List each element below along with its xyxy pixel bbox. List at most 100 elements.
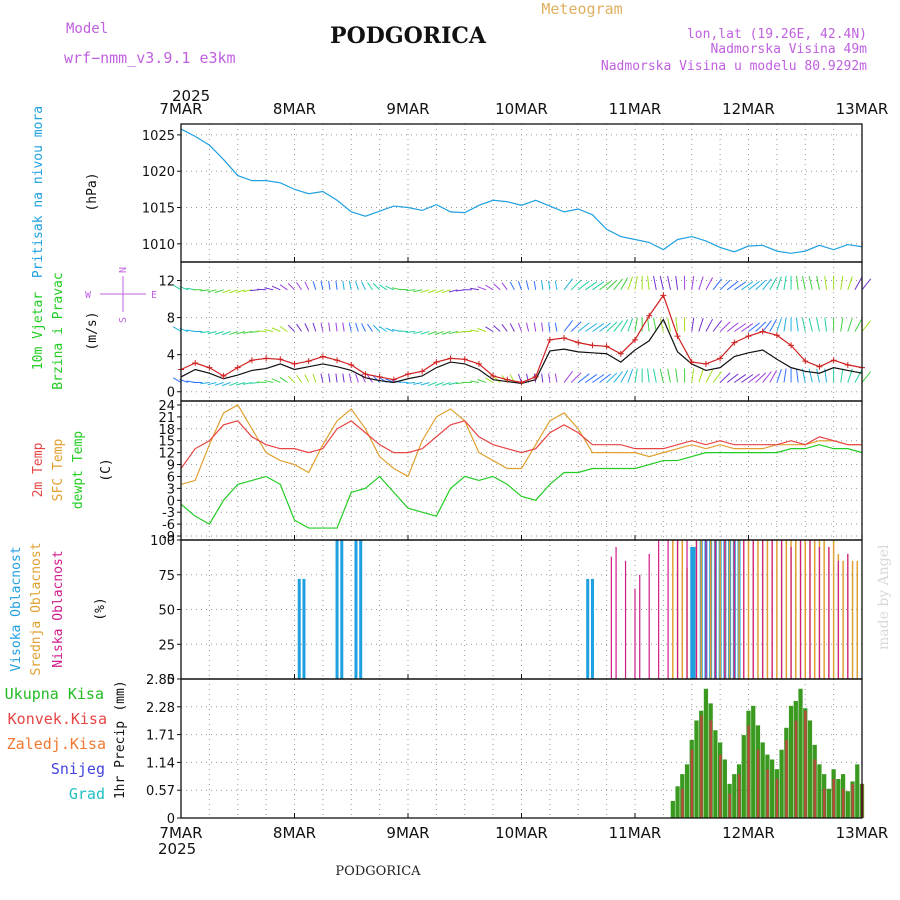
high-cloud-bar (690, 546, 694, 679)
gust-marker (788, 342, 795, 349)
conv-precip-bar (766, 769, 769, 818)
bottom-axis-label: 10MAR (495, 824, 548, 842)
gust-marker (546, 336, 553, 343)
mid-cloud-bar (700, 540, 702, 679)
y-tick-label: 8 (167, 312, 175, 327)
wind-arrow (659, 368, 664, 383)
wind-arrow (795, 368, 799, 383)
total-precip-bar (817, 764, 822, 818)
wind-arrow (854, 277, 863, 291)
wind-arrow (741, 281, 754, 291)
wind-arrow (485, 284, 494, 291)
total-precip-bar (741, 735, 746, 818)
mid-cloud-bar (842, 560, 844, 679)
wind-arrow (287, 324, 295, 332)
model-altitude-label: Nadmorska Visina u modelu 80.9292m (601, 59, 867, 74)
cloud-ylabel-3: Niska Oblacnost (51, 550, 66, 667)
pressure-unit: (hPa) (85, 172, 100, 211)
wind-arrow (613, 371, 623, 383)
wind-arrow (207, 381, 217, 386)
low-cloud-bar (724, 540, 726, 679)
low-cloud-bar (837, 560, 839, 679)
y-tick-label: 18 (158, 423, 175, 438)
gust-marker (759, 328, 766, 335)
wind-arrow (279, 376, 288, 383)
mid-cloud-bar (823, 540, 825, 679)
wind-arrow (517, 281, 522, 290)
wind-arrow (698, 276, 704, 290)
gust-marker (206, 364, 213, 371)
wind-arrow (816, 368, 820, 383)
svg-text:S: S (118, 317, 129, 323)
bottom-axis-label: 7MAR (159, 824, 202, 842)
wind-arrow (304, 281, 310, 291)
gust-marker (334, 357, 341, 364)
gust-marker (390, 376, 397, 383)
wind-arrow (427, 289, 437, 294)
low-cloud-bar (648, 553, 650, 679)
gust-marker (348, 361, 355, 368)
wind-arrow (554, 322, 558, 332)
mid-cloud-bar (747, 540, 750, 679)
y-tick-label: 12 (158, 275, 175, 290)
wind-arrow (328, 322, 331, 332)
wind-arrow (755, 372, 767, 383)
wind-arrow (795, 317, 799, 332)
wind-arrow (808, 368, 813, 383)
wind-arrow (320, 280, 324, 290)
wind-arrow (548, 373, 551, 383)
wind-arrow (783, 317, 787, 332)
gust-marker (518, 379, 525, 386)
y-tick-label: 9 (167, 459, 175, 474)
low-cloud-bar (771, 540, 773, 679)
wind-arrow (493, 283, 501, 291)
wind-arrow (427, 381, 437, 387)
conv-precip-bar (785, 739, 788, 818)
low-cloud-bar (695, 540, 698, 679)
wind-arrow (320, 322, 324, 332)
low-cloud-bar (828, 546, 830, 679)
wind-arrow (599, 322, 611, 332)
footer-city: PODGORICA (335, 864, 421, 879)
conv-precip-bar (700, 715, 703, 818)
wind-arrow (659, 276, 664, 290)
wind-arrow (250, 381, 260, 384)
wind-arrow (592, 374, 605, 383)
mid-cloud-bar (719, 540, 721, 679)
y-tick-label: 24 (158, 399, 175, 414)
cloud-ylabel-1: Visoka Oblacnost (9, 546, 24, 671)
wind-arrow (312, 322, 317, 332)
wind-arrow (214, 381, 224, 386)
wind-arrow (342, 280, 345, 290)
wind-arrow (287, 375, 295, 383)
mid-cloud-bar (672, 540, 674, 679)
wind-arrow (748, 280, 760, 291)
wind-arrow (448, 289, 458, 293)
wind-arrow (675, 317, 679, 332)
conv-precip-bar (823, 788, 826, 818)
wind-arrow (342, 322, 345, 332)
wind-arrow (577, 280, 590, 291)
wind-arrow (517, 322, 522, 332)
gust-marker (646, 312, 653, 319)
wind-arrow (271, 285, 281, 291)
wind-arrow (712, 371, 723, 383)
wind-arrow (361, 323, 366, 332)
wind-arrow (379, 325, 388, 332)
wind-arrow (755, 279, 767, 291)
wind-arrow (372, 283, 380, 291)
wind-arrow (762, 278, 772, 291)
wind-arrow (361, 281, 366, 291)
gust-marker (192, 360, 199, 367)
sfc-temp-line (180, 404, 862, 485)
gust-marker (433, 359, 440, 366)
wind-arrow (427, 331, 437, 336)
wind-arrow (840, 275, 844, 290)
wind-arrow (647, 317, 650, 332)
low-cloud-bar (658, 540, 660, 679)
wind-arrow (563, 371, 573, 383)
wind-arrow (229, 331, 238, 336)
wind-arrow (517, 373, 522, 383)
